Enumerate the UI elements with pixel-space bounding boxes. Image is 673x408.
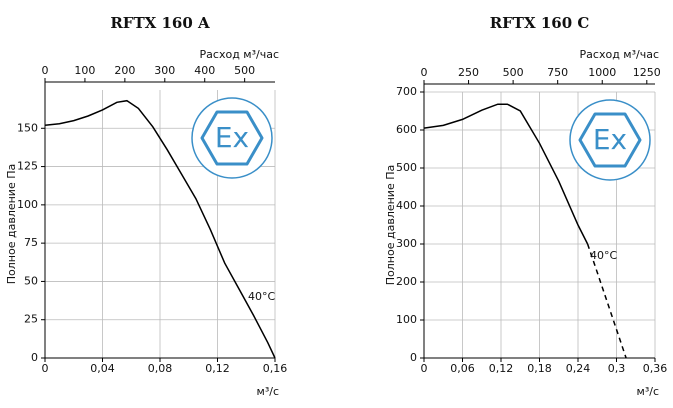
x-tick-label: 0 — [421, 362, 428, 375]
x2-tick-label: 100 — [74, 64, 95, 77]
x-tick-label: 0,08 — [148, 362, 173, 375]
x-tick-label: 0,04 — [90, 362, 115, 375]
x-tick-label: 0,06 — [450, 362, 475, 375]
logo-hexagon — [578, 112, 642, 168]
y-axis-label: Полное давление Па — [5, 164, 18, 284]
x-tick-label: 0,16 — [263, 362, 288, 375]
y-tick-label: 200 — [396, 275, 417, 288]
x-tick-label: 0,12 — [489, 362, 514, 375]
y-tick-label: 25 — [24, 313, 38, 326]
chart: RFTX 160 A Расход м³/час м³/с Полное давлен… — [5, 14, 287, 398]
x-tick-label: 0 — [42, 362, 49, 375]
curve — [586, 243, 627, 359]
annotation: 40°C — [248, 290, 275, 303]
y-tick-label: 75 — [24, 236, 38, 249]
x-tick-label: 0,18 — [527, 362, 552, 375]
chart-title: RFTX 160 C — [490, 14, 590, 32]
y-tick-label: 0 — [410, 351, 417, 364]
x-axis-label: м³/с — [637, 385, 659, 398]
x2-tick-label: 500 — [503, 66, 524, 79]
x2-tick-label: 300 — [154, 64, 175, 77]
x2-tick-label: 750 — [547, 66, 568, 79]
annotation: 40°C — [590, 249, 617, 262]
x2-axis-label: Расход м³/час — [580, 48, 659, 61]
x2-tick-label: 0 — [421, 66, 428, 79]
x2-tick-label: 1250 — [633, 66, 661, 79]
y-tick-label: 50 — [24, 274, 38, 287]
x-axis-label: м³/с — [257, 385, 279, 398]
x2-tick-label: 200 — [114, 64, 135, 77]
y-tick-label: 150 — [17, 121, 38, 134]
y-tick-label: 125 — [17, 160, 38, 173]
logo-text: Ex — [593, 123, 627, 156]
curve — [44, 99, 276, 359]
y-tick-label: 600 — [396, 123, 417, 136]
x2-tick-label: 250 — [458, 66, 479, 79]
y-tick-label: 0 — [31, 351, 38, 364]
logo-text: Ex — [215, 121, 249, 154]
y-tick-label: 300 — [396, 237, 417, 250]
x-tick-label: 0,3 — [608, 362, 626, 375]
x-tick-label: 0,36 — [643, 362, 668, 375]
x2-axis-label: Расход м³/час — [200, 48, 279, 61]
y-tick-label: 500 — [396, 161, 417, 174]
x2-tick-label: 400 — [194, 64, 215, 77]
x2-tick-label: 0 — [42, 64, 49, 77]
x-tick-label: 0,24 — [566, 362, 591, 375]
curve — [423, 103, 589, 245]
chart-title: RFTX 160 A — [110, 14, 210, 32]
y-axis-label: Полное давление Па — [384, 165, 397, 285]
y-tick-label: 100 — [396, 313, 417, 326]
chart: RFTX 160 C Расход м³/час м³/с Полное давлен… — [384, 14, 667, 398]
y-tick-label: 400 — [396, 199, 417, 212]
x-tick-label: 0,12 — [205, 362, 230, 375]
y-tick-label: 100 — [17, 198, 38, 211]
x2-tick-label: 500 — [234, 64, 255, 77]
x2-tick-label: 1000 — [588, 66, 616, 79]
y-tick-label: 700 — [396, 85, 417, 98]
logo-hexagon — [200, 110, 264, 166]
